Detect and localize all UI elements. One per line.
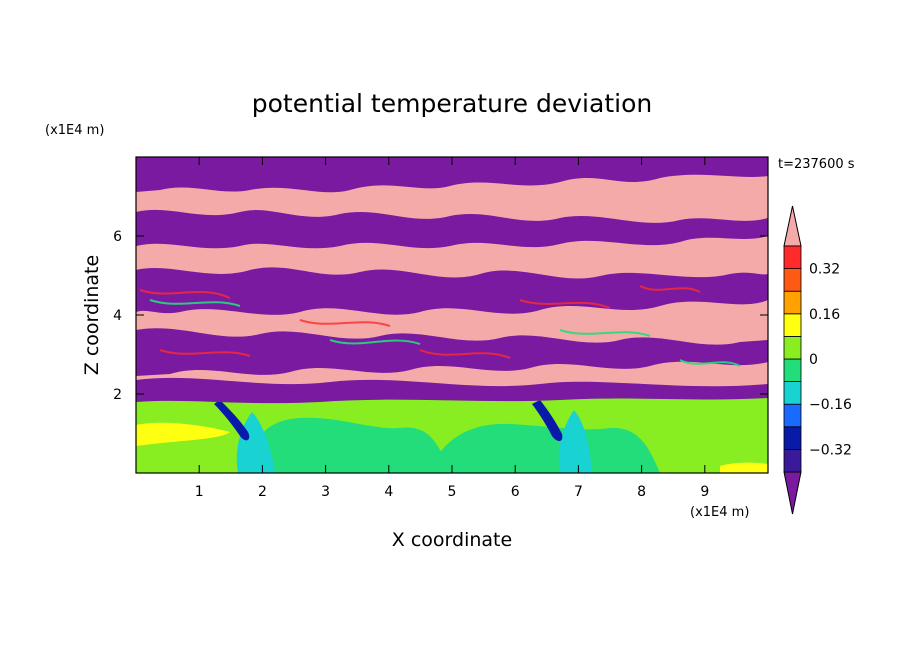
colorbar-label: −0.16 [809,397,852,413]
x-tick-label: 4 [384,484,393,500]
field-red-filaments [139,285,701,359]
colorbar-label: 0.32 [809,262,840,278]
x-tick-label: 8 [637,484,646,500]
field-cyan-filaments [149,299,741,367]
x-tick-label: 6 [511,484,520,500]
field-cyan-plume-1 [236,412,275,473]
colorbar-segment [783,448,802,473]
x-tick-label: 7 [574,484,583,500]
colorbar-extend-top [783,205,802,247]
chart-title: potential temperature deviation [252,89,652,118]
colorbar-segment [783,268,802,292]
colorbar: 0.32 0.16 0 −0.16 −0.32 [783,205,852,515]
x-tick-label: 1 [195,484,204,500]
field-blue-streak-1 [214,400,250,441]
field-transition-purple [136,391,768,404]
time-label: t=237600 s [778,157,855,172]
y-tick-label: 6 [113,229,122,245]
colorbar-label: −0.32 [809,442,852,458]
y-unit-label: (x1E4 m) [45,123,104,138]
x-tick-label: 2 [258,484,267,500]
field-yellow-patch [136,422,230,446]
colorbar-segment [783,358,802,383]
field-purple-band-3 [136,267,768,315]
x-tick-label: 3 [321,484,330,500]
field-green-plume-1 [250,417,450,473]
field-purple-band-4 [136,328,768,376]
x-unit-label: (x1E4 m) [690,505,749,520]
y-tick-label: 4 [113,308,122,324]
colorbar-segment [783,381,802,405]
contour-field [136,157,768,473]
colorbar-segment [783,245,802,270]
field-purple-band-top [136,157,768,193]
y-tick-label: 2 [113,387,122,403]
x-axis: 1 2 3 4 5 6 7 8 9 [195,157,709,500]
colorbar-segment [783,335,802,360]
x-axis-label: X coordinate [392,529,512,551]
y-axis: 2 4 6 [113,229,768,403]
colorbar-segment [783,313,802,337]
field-green-plume-2 [430,423,660,473]
field-cyan-plume-2 [558,410,592,473]
x-tick-label: 9 [700,484,709,500]
colorbar-label: 0 [809,352,818,368]
colorbar-segment [783,426,802,450]
y-axis-label: Z coordinate [81,255,103,375]
field-yellow-patch-2 [720,462,768,473]
field-blue-streak-2 [532,400,563,442]
colorbar-label: 0.16 [809,307,840,323]
colorbar-segment [783,290,802,315]
field-purple-band-2 [136,209,768,249]
colorbar-extend-bottom [783,471,802,515]
colorbar-segment [783,403,802,428]
x-tick-label: 5 [448,484,457,500]
